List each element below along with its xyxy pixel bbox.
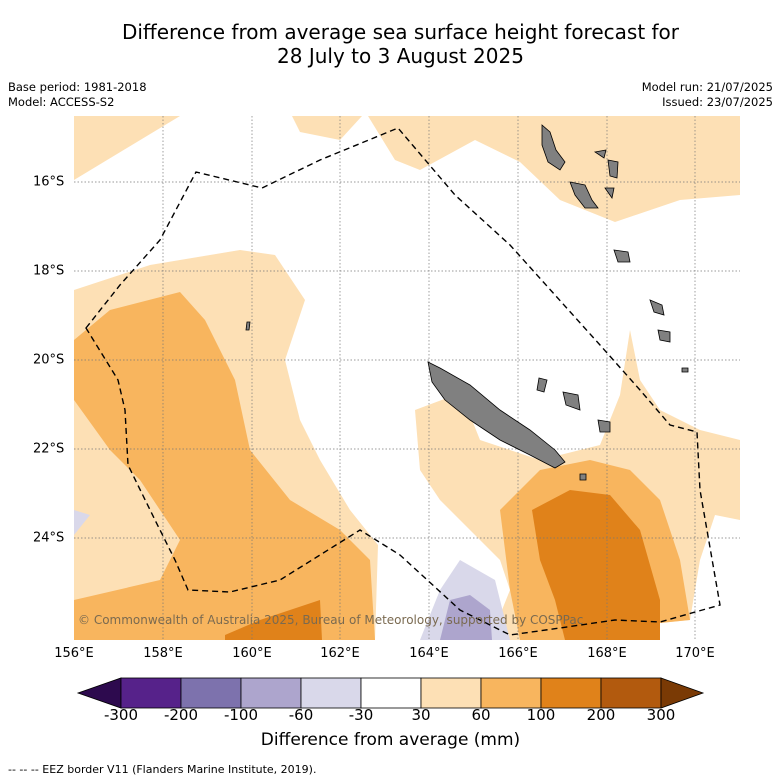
lat-tick: 20°S [33,352,65,368]
vanuatu-island [541,124,566,171]
colorbar-label: -200 [163,706,199,724]
colorbar-swatch [360,677,422,709]
land-masses [245,124,689,481]
vanuatu-island [604,187,615,199]
islet [579,473,587,481]
lat-tick: 18°S [33,263,65,279]
colorbar-swatch [600,677,662,709]
loyalty-island [597,419,611,433]
anomaly-region-60-100 [74,292,375,640]
anomaly-region-neg-30-60 [74,510,90,535]
colorbar-swatch [420,677,482,709]
anomaly-region-30-60 [368,116,740,222]
base-period: Base period: 1981-2018 [8,80,147,94]
lon-tick: 170°E [675,646,715,661]
colorbar-swatch [180,677,242,709]
colorbar [76,677,705,709]
anomaly-contours [74,116,740,640]
colorbar-label: 30 [411,706,431,724]
colorbar-extend-high [660,677,705,709]
colorbar-swatch [540,677,602,709]
model-run: Model run: 21/07/2025 [641,80,773,94]
model-name: Model: ACCESS-S2 [8,95,115,109]
loyalty-island [562,391,581,411]
anomaly-region-neg-60-100 [440,595,492,640]
colorbar-extend-low [76,677,122,709]
vanuatu-island [607,159,619,179]
lon-tick: 162°E [320,646,360,661]
credit-text: © Commonwealth of Australia 2025, Bureau… [78,613,584,627]
graticule [74,116,740,640]
islet [681,367,689,373]
colorbar-swatch [480,677,542,709]
colorbar-label: -60 [288,706,314,724]
lon-tick: 158°E [143,646,183,661]
loyalty-island [657,329,671,343]
lon-tick: 156°E [54,646,94,661]
lon-tick: 166°E [498,646,538,661]
colorbar-swatch [240,677,302,709]
lon-tick: 160°E [232,646,272,661]
vanuatu-island [569,181,599,209]
colorbar-label: 60 [471,706,491,724]
loyalty-island [649,299,665,316]
colorbar-title: Difference from average (mm) [260,730,521,750]
colorbar-label: -300 [103,706,139,724]
islet [536,377,548,393]
meta-right: Model run: 21/07/2025 Issued: 23/07/2025 [642,80,773,110]
map-title: Difference from average sea surface heig… [121,20,680,68]
vanuatu-island [593,149,607,159]
colorbar-label: 200 [586,706,616,724]
colorbar-label: -30 [348,706,374,724]
lon-tick: 168°E [587,646,627,661]
lat-tick: 24°S [33,530,65,546]
anomaly-region-100-200 [225,600,322,640]
lat-tick: 22°S [33,441,65,457]
colorbar-label: 100 [526,706,556,724]
anomaly-region-30-60 [292,116,362,140]
islet [245,321,251,331]
colorbar-swatch [300,677,362,709]
lat-tick: 16°S [33,174,65,190]
anomaly-region-30-60 [74,116,180,180]
colorbar-label: -100 [223,706,259,724]
footer-note: -- -- -- EEZ border V11 (Flanders Marine… [8,763,317,776]
new-caledonia-island [427,361,566,469]
issued-date: Issued: 23/07/2025 [662,95,773,109]
colorbar-label: 300 [646,706,676,724]
colorbar-swatch [120,677,182,709]
meta-left: Base period: 1981-2018 Model: ACCESS-S2 [8,80,147,110]
anomaly-region-100-200 [532,490,660,640]
lon-tick: 164°E [409,646,449,661]
vanuatu-island [613,249,631,263]
